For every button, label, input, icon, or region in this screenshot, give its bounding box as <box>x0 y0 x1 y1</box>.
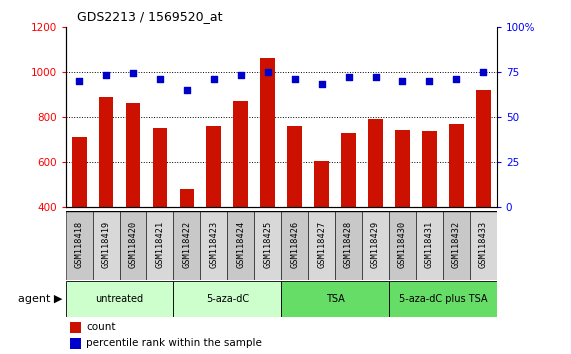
Bar <box>368 119 383 297</box>
Bar <box>72 137 87 297</box>
Bar <box>174 211 200 280</box>
Point <box>182 87 191 93</box>
Point <box>478 69 488 75</box>
Point <box>344 74 353 80</box>
Bar <box>449 124 464 297</box>
Bar <box>70 338 81 349</box>
Text: GSM118429: GSM118429 <box>371 221 380 268</box>
Bar <box>260 58 275 297</box>
Bar <box>335 211 362 280</box>
Point <box>398 78 407 84</box>
Text: GSM118419: GSM118419 <box>102 221 111 268</box>
Bar <box>227 211 254 280</box>
Text: GSM118433: GSM118433 <box>479 221 488 268</box>
Point <box>290 76 299 82</box>
Point <box>102 73 111 78</box>
Point <box>425 78 434 84</box>
Bar <box>389 211 416 280</box>
Point <box>155 76 164 82</box>
Text: percentile rank within the sample: percentile rank within the sample <box>86 338 262 348</box>
Bar <box>395 130 410 297</box>
Point <box>128 71 138 76</box>
Bar <box>207 126 222 297</box>
Point <box>263 69 272 75</box>
Text: GSM118428: GSM118428 <box>344 221 353 268</box>
Bar <box>287 126 302 297</box>
Text: GSM118432: GSM118432 <box>452 221 461 268</box>
Text: GSM118430: GSM118430 <box>398 221 407 268</box>
Bar <box>416 211 443 280</box>
Text: GSM118420: GSM118420 <box>128 221 138 268</box>
Text: GSM118418: GSM118418 <box>75 221 83 268</box>
Bar <box>308 211 335 280</box>
Bar <box>476 90 490 297</box>
Bar <box>174 281 281 317</box>
Bar <box>422 131 437 297</box>
Bar <box>281 211 308 280</box>
Text: GSM118424: GSM118424 <box>236 221 246 268</box>
Bar <box>119 211 147 280</box>
Bar <box>314 161 329 297</box>
Bar <box>200 211 227 280</box>
Text: TSA: TSA <box>325 294 344 304</box>
Point <box>75 78 84 84</box>
Text: GSM118431: GSM118431 <box>425 221 434 268</box>
Point <box>317 81 326 87</box>
Bar <box>362 211 389 280</box>
Bar <box>470 211 497 280</box>
Point <box>210 76 219 82</box>
Bar <box>234 101 248 297</box>
Bar <box>254 211 281 280</box>
Bar <box>126 103 140 297</box>
Bar <box>152 128 167 297</box>
Text: GSM118427: GSM118427 <box>317 221 326 268</box>
Text: GSM118426: GSM118426 <box>290 221 299 268</box>
Point <box>452 76 461 82</box>
Bar <box>93 211 119 280</box>
Text: 5-aza-dC plus TSA: 5-aza-dC plus TSA <box>399 294 487 304</box>
Text: GSM118425: GSM118425 <box>263 221 272 268</box>
Bar <box>281 281 389 317</box>
Text: GSM118422: GSM118422 <box>182 221 191 268</box>
Bar <box>179 189 194 297</box>
Bar <box>389 281 497 317</box>
Point <box>371 74 380 80</box>
Text: untreated: untreated <box>95 294 144 304</box>
Point <box>236 73 246 78</box>
Bar <box>341 133 356 297</box>
Bar <box>70 322 81 333</box>
Bar <box>443 211 470 280</box>
Bar <box>66 211 93 280</box>
Text: GDS2213 / 1569520_at: GDS2213 / 1569520_at <box>77 10 223 23</box>
Bar <box>99 97 114 297</box>
Text: 5-aza-dC: 5-aza-dC <box>206 294 249 304</box>
Bar <box>147 211 174 280</box>
Text: GSM118421: GSM118421 <box>155 221 164 268</box>
Text: count: count <box>86 322 116 332</box>
Bar <box>66 281 174 317</box>
Text: GSM118423: GSM118423 <box>210 221 218 268</box>
Text: agent ▶: agent ▶ <box>18 294 63 304</box>
